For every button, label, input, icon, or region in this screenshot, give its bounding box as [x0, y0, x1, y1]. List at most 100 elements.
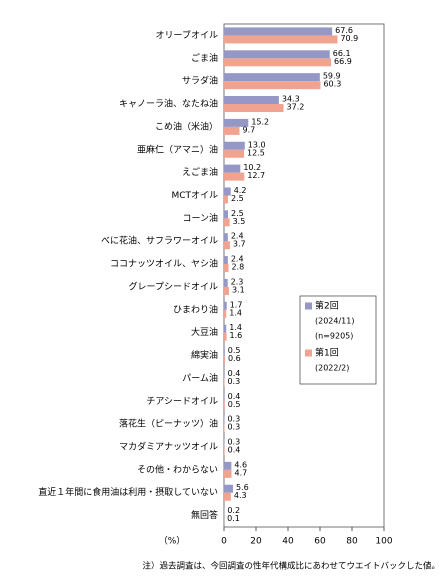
bar: [224, 149, 244, 158]
bar: [224, 256, 228, 265]
value-label: 15.2: [251, 117, 269, 126]
legend-detail: (2022/2): [315, 364, 349, 373]
bar: [224, 172, 245, 181]
category-label: キャノーラ油、なたね油: [119, 98, 218, 110]
value-label: 4.7: [235, 468, 248, 477]
bar: [224, 210, 228, 219]
value-label: 13.0: [248, 140, 266, 149]
bar: [224, 187, 231, 196]
value-label: 0.3: [227, 423, 240, 432]
value-label: 2.4: [231, 255, 244, 264]
value-label: 60.3: [323, 80, 341, 89]
plot-frame: [223, 23, 385, 528]
bar: [224, 104, 284, 113]
category-label: ココナッツオイル、ヤシ油: [110, 258, 218, 270]
value-label: 0.6: [228, 354, 241, 363]
bar: [224, 164, 241, 173]
value-label: 0.4: [228, 445, 241, 454]
bar: [224, 96, 279, 105]
value-label: 59.9: [323, 72, 341, 81]
value-label: 0.4: [228, 369, 241, 378]
value-label: 5.6: [236, 483, 249, 492]
category-label: チアシードオイル: [146, 396, 218, 407]
legend-detail: (n=9205): [315, 332, 353, 341]
bar: [224, 401, 225, 410]
legend-label: 第1回: [315, 347, 339, 359]
bar: [224, 469, 232, 478]
category-label: パーム油: [182, 372, 218, 384]
bar: [224, 241, 230, 250]
category-label: えごま油: [182, 166, 218, 178]
value-label: 66.1: [333, 49, 351, 58]
value-label: 2.3: [231, 277, 244, 286]
value-label: 1.4: [229, 323, 242, 332]
x-tick-label: 0: [221, 537, 227, 547]
legend-swatch: [305, 349, 312, 357]
value-label: 1.4: [229, 308, 242, 317]
x-tick-label: 20: [250, 537, 262, 547]
value-label: 3.5: [233, 217, 246, 226]
bar: [224, 492, 231, 501]
value-label: 0.1: [227, 514, 240, 523]
value-label: 0.5: [228, 346, 241, 355]
value-label: 4.2: [234, 186, 247, 195]
value-label: 37.2: [287, 103, 305, 112]
value-label: 70.9: [340, 34, 358, 43]
bar: [224, 141, 245, 150]
value-label: 4.3: [234, 491, 247, 500]
x-tick-label: 100: [375, 537, 392, 547]
category-label: コーン油: [182, 212, 218, 224]
value-label: 34.3: [282, 95, 300, 104]
value-label: 3.7: [233, 240, 246, 249]
value-label: 66.9: [334, 57, 352, 66]
bar: [224, 278, 228, 287]
note: 注）過去調査は、今回調査の性年代構成比にあわせてウエイトバックした値。: [142, 561, 440, 572]
bar: [224, 332, 227, 341]
value-label: 12.5: [247, 148, 265, 157]
bar: [224, 309, 227, 318]
value-label: 0.3: [227, 415, 240, 424]
value-label: 2.4: [231, 232, 244, 241]
bar: [224, 118, 249, 127]
value-label: 0.5: [228, 400, 241, 409]
bar: [224, 286, 229, 295]
category-label: サラダ油: [182, 75, 218, 87]
value-label: 12.7: [247, 171, 265, 180]
bar: [224, 324, 227, 333]
value-label: 0.4: [228, 392, 241, 401]
value-label: 0.3: [227, 377, 240, 386]
bar: [224, 264, 229, 273]
category-label: 大豆油: [191, 326, 218, 338]
bar: [224, 355, 225, 364]
bar: [224, 347, 225, 356]
x-tick-label: 60: [314, 537, 326, 547]
bar: [224, 484, 233, 493]
value-label: 67.6: [335, 26, 353, 35]
legend-box: [299, 295, 377, 385]
bar: [224, 58, 332, 67]
category-label: その他・わからない: [137, 463, 218, 475]
category-label: グレープシードオイル: [129, 280, 218, 292]
value-label: 1.6: [230, 331, 243, 340]
category-label: ごま油: [191, 52, 218, 64]
category-label: 綿実油: [191, 349, 218, 361]
value-label: 1.7: [230, 300, 243, 309]
bar: [224, 370, 225, 379]
category-label: MCTオイル: [171, 190, 218, 201]
bar: [224, 301, 227, 310]
bar: [224, 27, 333, 36]
bar: [224, 461, 232, 470]
bar: [224, 35, 338, 44]
value-label: 4.6: [234, 460, 247, 469]
bar: [224, 233, 228, 242]
value-label: 0.2: [227, 506, 240, 515]
x-tick-label: 40: [282, 537, 294, 547]
legend-swatch: [305, 302, 312, 310]
category-label: オリーブオイル: [156, 29, 218, 41]
category-label: マカダミアナッツオイル: [119, 440, 218, 452]
bar: [224, 218, 230, 227]
bar: [224, 446, 225, 455]
bar: [224, 81, 321, 90]
category-label: 亜麻仁（アマニ）油: [137, 143, 218, 155]
